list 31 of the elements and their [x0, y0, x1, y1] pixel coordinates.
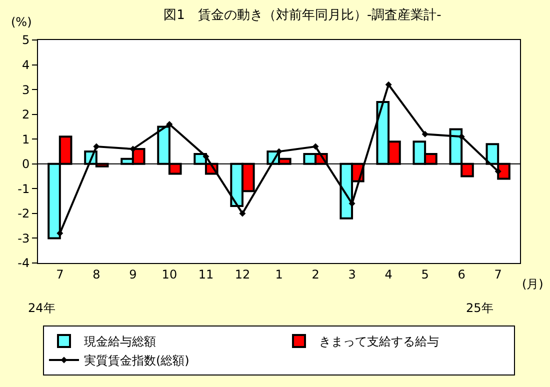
y-tick-label: 5	[22, 33, 30, 48]
x-axis-title: (月)	[522, 277, 544, 291]
x-tick-label: 4	[384, 267, 392, 282]
y-axis-title: (%)	[11, 15, 32, 29]
y-tick-label: -3	[18, 231, 30, 246]
legend-label: 現金給与総額	[84, 334, 156, 349]
text: 24年	[28, 301, 56, 315]
x-tick-label: 7	[494, 267, 502, 282]
chart-title: 図1 賃金の動き（対前年同月比）-調査産業計-	[164, 6, 442, 23]
y-tick-label: -2	[18, 206, 30, 221]
y-tick-label: 2	[22, 108, 30, 122]
x-tick-label: 11	[198, 267, 214, 282]
x-tick-label: 2	[312, 267, 320, 282]
x-tick-label: 5	[421, 267, 429, 282]
x-tick-label: 6	[458, 267, 466, 282]
y-tick-label: -1	[18, 182, 30, 196]
x-tick-label: 1	[275, 267, 283, 282]
y-tick-label: -4	[18, 256, 30, 270]
x-tick-label: 12	[234, 267, 250, 282]
y-tick-label: 4	[22, 58, 30, 72]
x-tick-label: 7	[56, 267, 64, 282]
x-tick-label: 9	[129, 267, 137, 282]
x-tick-label: 10	[162, 267, 178, 282]
x-tick-label: 3	[348, 267, 356, 282]
y-tick-label: 0	[22, 157, 30, 172]
y-tick-label: 1	[22, 132, 30, 146]
text: 25年	[466, 301, 494, 315]
legend-label: 実質賃金指数(総額)	[84, 354, 190, 368]
legend-label: きまって支給する給与	[319, 334, 439, 349]
x-tick-label: 8	[92, 267, 100, 282]
y-tick-label: 3	[22, 82, 30, 97]
